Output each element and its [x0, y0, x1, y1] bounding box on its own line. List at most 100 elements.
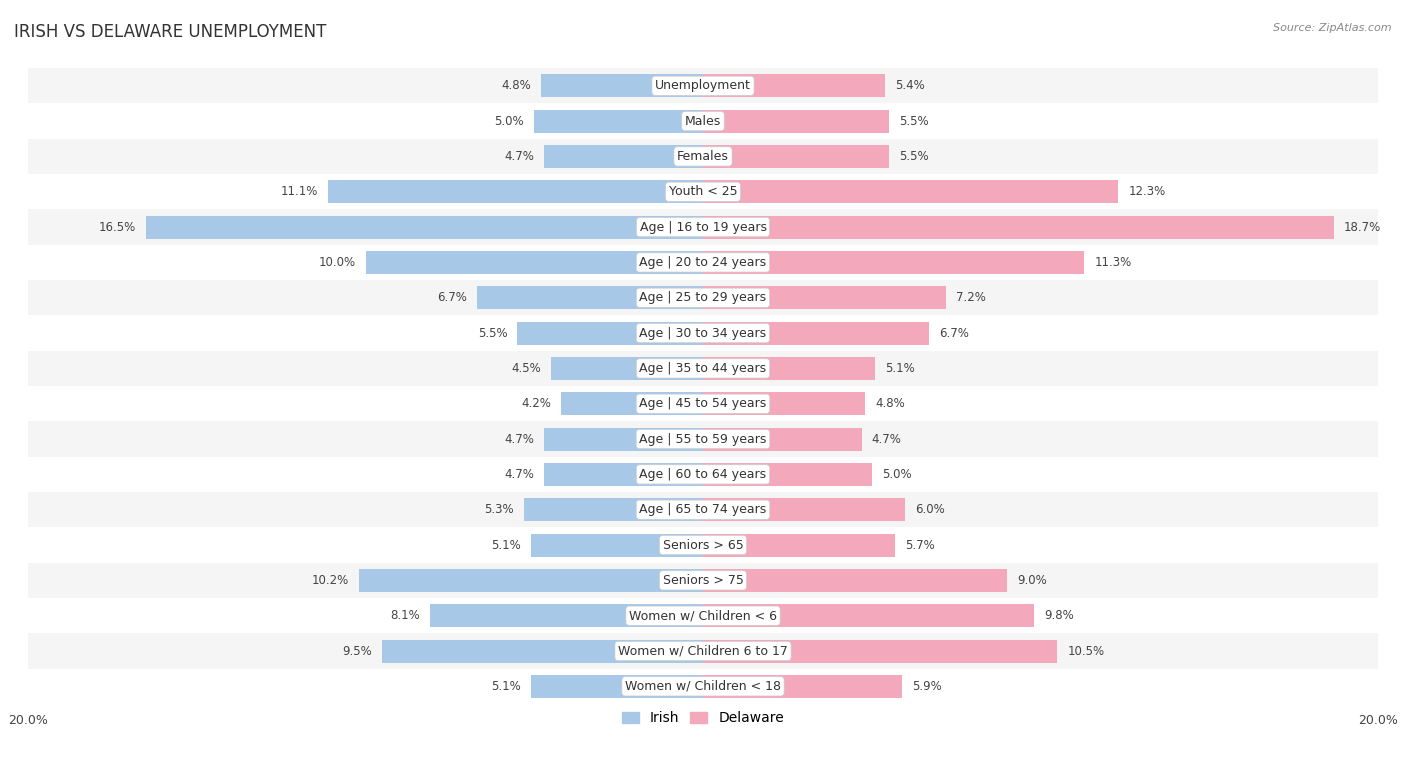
Text: Unemployment: Unemployment	[655, 79, 751, 92]
Text: 11.3%: 11.3%	[1094, 256, 1132, 269]
Text: Women w/ Children < 18: Women w/ Children < 18	[626, 680, 780, 693]
Bar	[703, 180, 1118, 203]
Text: 5.5%: 5.5%	[898, 114, 928, 128]
Bar	[366, 251, 703, 274]
Bar	[430, 604, 703, 627]
Bar	[359, 569, 703, 592]
Text: 10.2%: 10.2%	[312, 574, 349, 587]
Text: 18.7%: 18.7%	[1344, 220, 1381, 234]
Bar	[703, 463, 872, 486]
Bar	[544, 145, 703, 168]
Text: Age | 60 to 64 years: Age | 60 to 64 years	[640, 468, 766, 481]
Text: 9.0%: 9.0%	[1017, 574, 1046, 587]
Text: 9.8%: 9.8%	[1043, 609, 1074, 622]
Bar	[703, 640, 1057, 662]
Bar	[703, 498, 905, 521]
Bar	[146, 216, 703, 238]
Text: 4.2%: 4.2%	[522, 397, 551, 410]
Text: 10.5%: 10.5%	[1067, 644, 1105, 658]
Text: 6.0%: 6.0%	[915, 503, 945, 516]
Bar	[477, 286, 703, 309]
Bar	[703, 569, 1007, 592]
Bar	[28, 174, 1378, 210]
Text: 4.5%: 4.5%	[512, 362, 541, 375]
Bar	[28, 210, 1378, 245]
Text: 6.7%: 6.7%	[939, 326, 969, 340]
Bar	[703, 675, 903, 698]
Text: Females: Females	[678, 150, 728, 163]
Bar	[544, 428, 703, 450]
Bar	[28, 422, 1378, 456]
Bar	[517, 322, 703, 344]
Bar	[541, 74, 703, 97]
Bar	[703, 534, 896, 556]
Text: IRISH VS DELAWARE UNEMPLOYMENT: IRISH VS DELAWARE UNEMPLOYMENT	[14, 23, 326, 41]
Bar	[703, 74, 886, 97]
Text: 5.0%: 5.0%	[495, 114, 524, 128]
Bar	[28, 492, 1378, 528]
Bar	[28, 104, 1378, 139]
Text: 8.1%: 8.1%	[389, 609, 419, 622]
Text: 4.7%: 4.7%	[505, 468, 534, 481]
Text: Age | 20 to 24 years: Age | 20 to 24 years	[640, 256, 766, 269]
Text: Seniors > 65: Seniors > 65	[662, 538, 744, 552]
Text: 16.5%: 16.5%	[98, 220, 136, 234]
Text: Youth < 25: Youth < 25	[669, 185, 737, 198]
Text: 5.1%: 5.1%	[886, 362, 915, 375]
Legend: Irish, Delaware: Irish, Delaware	[614, 704, 792, 732]
Bar	[534, 110, 703, 132]
Bar	[703, 251, 1084, 274]
Bar	[28, 139, 1378, 174]
Text: Seniors > 75: Seniors > 75	[662, 574, 744, 587]
Bar	[561, 392, 703, 415]
Text: 6.7%: 6.7%	[437, 291, 467, 304]
Bar	[551, 357, 703, 380]
Bar	[531, 534, 703, 556]
Bar	[28, 634, 1378, 668]
Bar	[28, 350, 1378, 386]
Bar	[703, 604, 1033, 627]
Text: 5.9%: 5.9%	[912, 680, 942, 693]
Text: Women w/ Children 6 to 17: Women w/ Children 6 to 17	[619, 644, 787, 658]
Bar	[28, 68, 1378, 104]
Bar	[28, 528, 1378, 562]
Text: Males: Males	[685, 114, 721, 128]
Bar	[531, 675, 703, 698]
Text: 5.0%: 5.0%	[882, 468, 911, 481]
Text: 12.3%: 12.3%	[1128, 185, 1166, 198]
Text: Women w/ Children < 6: Women w/ Children < 6	[628, 609, 778, 622]
Bar	[28, 562, 1378, 598]
Text: Age | 16 to 19 years: Age | 16 to 19 years	[640, 220, 766, 234]
Bar	[703, 145, 889, 168]
Text: Age | 45 to 54 years: Age | 45 to 54 years	[640, 397, 766, 410]
Bar	[703, 216, 1334, 238]
Bar	[329, 180, 703, 203]
Text: 4.7%: 4.7%	[505, 150, 534, 163]
Bar	[703, 322, 929, 344]
Text: 7.2%: 7.2%	[956, 291, 986, 304]
Bar	[28, 280, 1378, 316]
Text: 4.7%: 4.7%	[872, 432, 901, 446]
Text: Age | 55 to 59 years: Age | 55 to 59 years	[640, 432, 766, 446]
Text: 9.5%: 9.5%	[343, 644, 373, 658]
Text: 5.3%: 5.3%	[485, 503, 515, 516]
Bar	[524, 498, 703, 521]
Bar	[28, 316, 1378, 350]
Text: 4.8%: 4.8%	[875, 397, 905, 410]
Text: Age | 25 to 29 years: Age | 25 to 29 years	[640, 291, 766, 304]
Text: 5.5%: 5.5%	[478, 326, 508, 340]
Text: 5.7%: 5.7%	[905, 538, 935, 552]
Bar	[28, 245, 1378, 280]
Bar	[28, 456, 1378, 492]
Bar	[703, 286, 946, 309]
Bar	[703, 428, 862, 450]
Bar	[703, 357, 875, 380]
Bar	[703, 392, 865, 415]
Text: 11.1%: 11.1%	[281, 185, 318, 198]
Text: 5.4%: 5.4%	[896, 79, 925, 92]
Text: Age | 65 to 74 years: Age | 65 to 74 years	[640, 503, 766, 516]
Text: 10.0%: 10.0%	[318, 256, 356, 269]
Bar	[544, 463, 703, 486]
Bar	[28, 668, 1378, 704]
Bar	[28, 598, 1378, 634]
